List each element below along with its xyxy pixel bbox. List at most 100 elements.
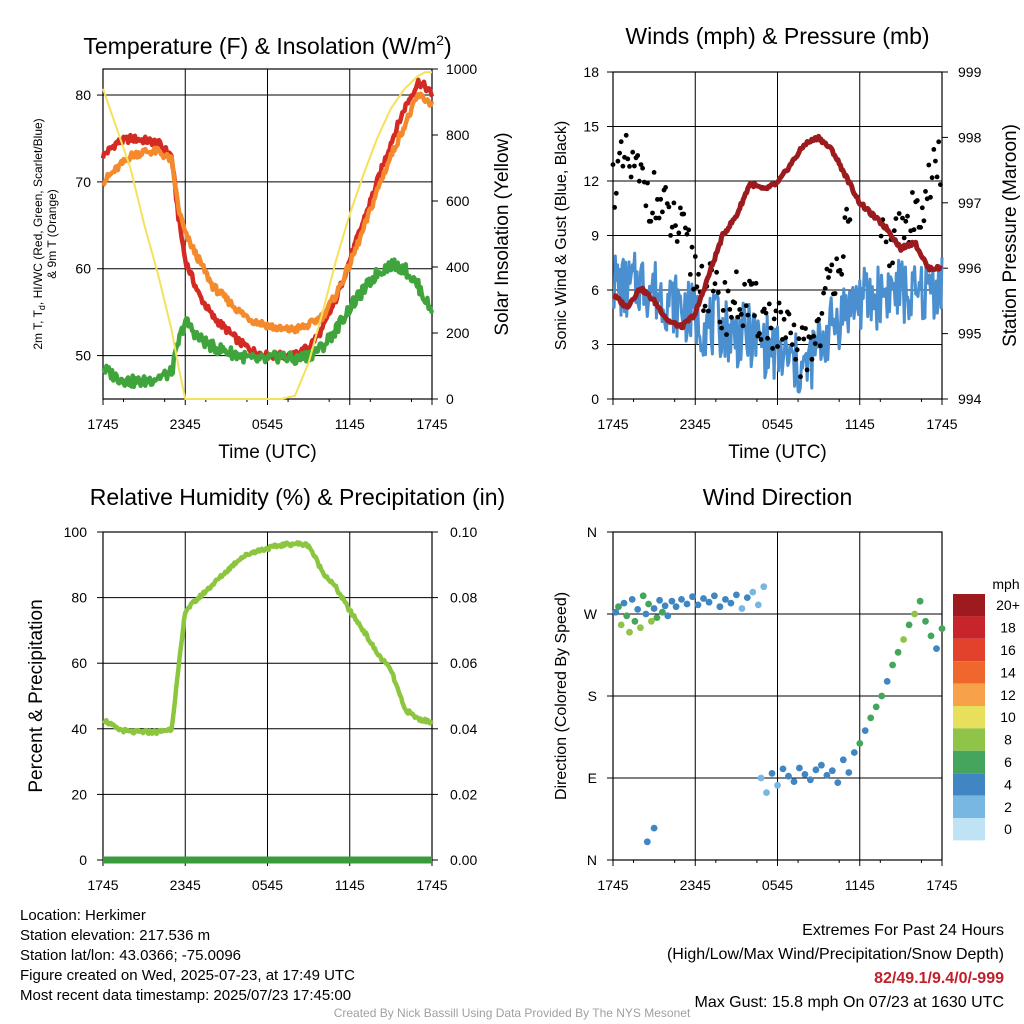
dir-direction-point: [664, 612, 672, 620]
wind-gust-point: [617, 150, 622, 156]
wind-gust-point: [630, 149, 636, 155]
temp-y-tick-label: 50: [75, 348, 91, 364]
temp-y2-tick-label: 400: [446, 259, 470, 275]
wind-gust-point: [901, 235, 907, 241]
wind-gust-point: [842, 215, 848, 221]
wind-gust-point: [914, 198, 920, 203]
wind-gust-point: [706, 308, 711, 314]
wind-gust-point: [791, 322, 797, 328]
wind-gust-point: [636, 178, 642, 184]
dir-direction-point: [796, 764, 803, 772]
dir-colorbar-swatch: [953, 683, 985, 706]
dir-direction-point: [894, 648, 902, 656]
dir-direction-point: [643, 838, 651, 846]
wind-gust-point: [765, 335, 770, 341]
dir-colorbar-swatch: [953, 750, 985, 774]
dir-direction-point: [834, 779, 842, 786]
rh-y2-tick-label: 0.10: [450, 524, 477, 540]
wind-y2-tick-label: 999: [958, 64, 982, 80]
wind-y-tick-label: 3: [591, 337, 599, 353]
temp-y-axis-label-line1: 2m T, Td, HI/WC (Red, Green, Scarlet/Blu…: [31, 118, 47, 349]
dir-direction-point: [727, 599, 735, 607]
wind-gust-point: [678, 205, 683, 211]
dir-direction-point: [659, 608, 666, 616]
wind-y2-tick-label: 994: [958, 391, 982, 407]
wind-gust-point: [778, 309, 784, 315]
dir-direction-point: [642, 610, 650, 618]
dir-direction-point: [927, 632, 935, 640]
wind-gust-point: [645, 180, 650, 186]
dir-direction-point: [634, 606, 642, 613]
wind-gust-point: [934, 174, 940, 180]
wind-y-tick-label: 0: [591, 391, 599, 407]
dir-direction-point: [650, 605, 658, 612]
wind-gust-point: [891, 228, 897, 234]
dir-colorbar-swatch: [953, 818, 985, 841]
station-info: Location: Herkimer Station elevation: 21…: [20, 906, 355, 1006]
dir-direction-point: [749, 588, 757, 596]
dir-colorbar-swatch: [953, 706, 985, 729]
wind-gust-point: [811, 333, 817, 339]
wind-gust-point: [921, 218, 927, 224]
wind-gust-point: [610, 162, 616, 168]
rh-y2-tick-label: 0.04: [450, 721, 477, 737]
dir-direction-point: [938, 625, 946, 632]
wind-gust-point: [701, 308, 706, 314]
temp-x-tick-label: 0545: [252, 416, 283, 432]
temp-y-tick-label: 80: [75, 87, 91, 103]
rh-series-relative-humidity: [101, 540, 434, 737]
dir-direction-point: [620, 599, 628, 607]
wind-gust-point: [758, 337, 764, 342]
rh-y2-tick-label: 0.00: [450, 852, 477, 868]
dir-direction-point: [656, 596, 663, 604]
wind-gust-point: [648, 218, 654, 224]
wind-gust-point: [816, 317, 821, 322]
wind-gust-point: [656, 215, 662, 221]
dir-direction-point: [818, 761, 825, 769]
wind-gust-point: [878, 233, 884, 239]
dir-direction-point: [839, 756, 847, 764]
dir-direction-point: [711, 592, 718, 600]
wind-gust-point: [752, 313, 757, 319]
wind-gust-point: [620, 163, 626, 169]
dir-direction-point: [801, 771, 809, 778]
dir-direction-point: [856, 740, 864, 747]
elevation-text: Station elevation: 217.536 m: [20, 927, 211, 944]
wind-y2-axis-label: Station Pressure (Maroon): [1000, 124, 1021, 347]
wind-gust-point: [781, 316, 787, 322]
wind-gust-point: [635, 153, 641, 158]
wind-gust-point: [783, 335, 789, 341]
rh-y-tick-label: 60: [71, 655, 87, 671]
dir-colorbar-label: 18: [1000, 620, 1016, 636]
wind-gust-point: [929, 175, 935, 181]
wind-gust-point: [684, 231, 690, 237]
wind-gust-point: [896, 211, 902, 216]
wind-gust-point: [742, 281, 747, 287]
wind-gust-point: [613, 190, 619, 196]
wind-gust-point: [938, 182, 943, 188]
wind-gust-point: [911, 227, 917, 233]
wind-gust-point: [710, 288, 716, 294]
extremes-subtitle: (High/Low/Max Wind/Precipitation/Snow De…: [666, 946, 1004, 963]
wind-gust-point: [844, 206, 849, 212]
rh-y-tick-label: 20: [71, 786, 87, 802]
dir-direction-point: [812, 766, 820, 774]
wind-gust-point: [839, 271, 845, 277]
rh-title: Relative Humidity (%) & Precipitation (i…: [90, 484, 505, 510]
dir-direction-point: [645, 600, 652, 608]
dir-x-tick-label: 2345: [680, 877, 711, 893]
wind-title: Winds (mph) & Pressure (mb): [625, 23, 929, 49]
wind-gust-point: [623, 132, 629, 138]
wind-gust-point: [717, 319, 723, 325]
dir-colorbar-label: 6: [1004, 754, 1012, 770]
wind-gust-point: [771, 316, 777, 322]
dir-colorbar-swatch: [953, 616, 985, 639]
dir-direction-point: [700, 595, 707, 602]
wind-series-station-pressure: [611, 133, 944, 331]
wind-gust-point: [735, 314, 741, 320]
extremes-values: 82/49.1/9.4/0/-999: [874, 970, 1004, 987]
dir-direction-point: [683, 600, 691, 608]
dir-colorbar-swatch: [953, 638, 985, 662]
dir-direction-point: [823, 771, 831, 779]
